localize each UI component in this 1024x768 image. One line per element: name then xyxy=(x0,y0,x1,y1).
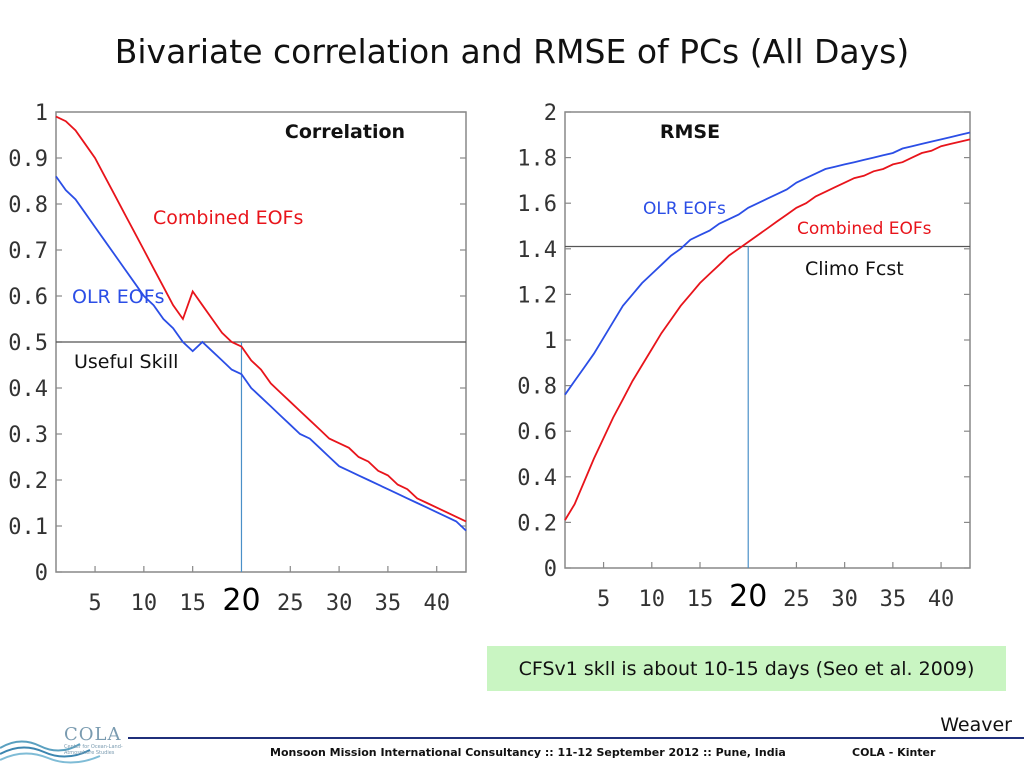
x-tick-label: 10 xyxy=(131,591,158,616)
footer-credit: COLA - Kinter xyxy=(852,746,936,759)
x-tick-label: 15 xyxy=(179,591,206,616)
x-tick-label: 40 xyxy=(423,591,450,616)
y-tick-label: 0.8 xyxy=(517,375,557,400)
y-tick-label: 1.4 xyxy=(517,238,557,263)
reference-line-label: Useful Skill xyxy=(74,351,178,373)
series-label-combined-eofs: Combined EOFs xyxy=(797,219,932,239)
footer-text: Monsoon Mission International Consultanc… xyxy=(270,746,786,759)
author-label: Weaver xyxy=(940,714,1012,736)
x-tick-label: 5 xyxy=(597,587,610,612)
y-tick-label: 0.3 xyxy=(8,423,48,448)
series-label-olr-eofs: OLR EOFs xyxy=(72,286,165,308)
y-tick-label: 1 xyxy=(35,101,48,126)
y-tick-label: 0.6 xyxy=(8,285,48,310)
y-tick-label: 0.6 xyxy=(517,420,557,445)
footer-divider xyxy=(128,737,1024,739)
logo-subtext: Center for Ocean-Land-Atmosphere Studies xyxy=(64,744,123,756)
chart-title: RMSE xyxy=(660,121,720,143)
marker-x-label: 20 xyxy=(222,583,260,618)
y-tick-label: 0.1 xyxy=(8,515,48,540)
logo-text: COLA xyxy=(64,724,122,745)
y-tick-label: 0.2 xyxy=(8,469,48,494)
x-tick-label: 25 xyxy=(783,587,810,612)
slide-title: Bivariate correlation and RMSE of PCs (A… xyxy=(114,32,910,71)
y-tick-label: 1.6 xyxy=(517,192,557,217)
series-label-combined-eofs: Combined EOFs xyxy=(153,207,303,229)
x-tick-label: 15 xyxy=(687,587,714,612)
correlation-chart: 00.10.20.30.40.50.60.70.80.915 10 15 25 30 35… xyxy=(8,101,467,618)
reference-line-label: Climo Fcst xyxy=(805,258,904,280)
series-line-olr-eofs xyxy=(564,131,971,396)
y-tick-label: 0.5 xyxy=(8,331,48,356)
y-tick-label: 0.4 xyxy=(517,466,557,491)
x-tick-label: 30 xyxy=(831,587,858,612)
cola-logo-icon xyxy=(0,740,101,764)
series-line-combined-eofs xyxy=(564,138,971,521)
x-tick-label: 5 xyxy=(88,591,101,616)
y-tick-label: 0 xyxy=(35,561,48,586)
chart-title: Correlation xyxy=(285,121,405,143)
x-tick-label: 30 xyxy=(326,591,353,616)
y-tick-label: 0.8 xyxy=(8,193,48,218)
series-label-olr-eofs: OLR EOFs xyxy=(643,199,726,219)
y-tick-label: 1.8 xyxy=(517,147,557,172)
x-tick-label: 10 xyxy=(639,587,666,612)
y-tick-label: 1.2 xyxy=(517,283,557,308)
y-tick-label: 0.7 xyxy=(8,239,48,264)
x-tick-label: 35 xyxy=(880,587,907,612)
plot-frame xyxy=(564,111,971,569)
y-tick-label: 1 xyxy=(544,329,557,354)
y-tick-label: 2 xyxy=(544,101,557,126)
skill-note: CFSv1 skll is about 10-15 days (Seo et a… xyxy=(487,646,1006,691)
series-line-olr-eofs xyxy=(55,175,467,532)
y-tick-label: 0.4 xyxy=(8,377,48,402)
x-tick-label: 25 xyxy=(277,591,304,616)
marker-x-label: 20 xyxy=(729,579,767,614)
y-tick-label: 0.9 xyxy=(8,147,48,172)
y-tick-label: 0.2 xyxy=(517,511,557,536)
x-tick-label: 35 xyxy=(375,591,402,616)
y-tick-label: 0 xyxy=(544,557,557,582)
rmse-chart: 00.20.40.60.811.21.41.61.825 10 15 25 30 35 40… xyxy=(517,101,971,614)
series-line-combined-eofs xyxy=(55,115,467,523)
x-tick-label: 40 xyxy=(928,587,955,612)
